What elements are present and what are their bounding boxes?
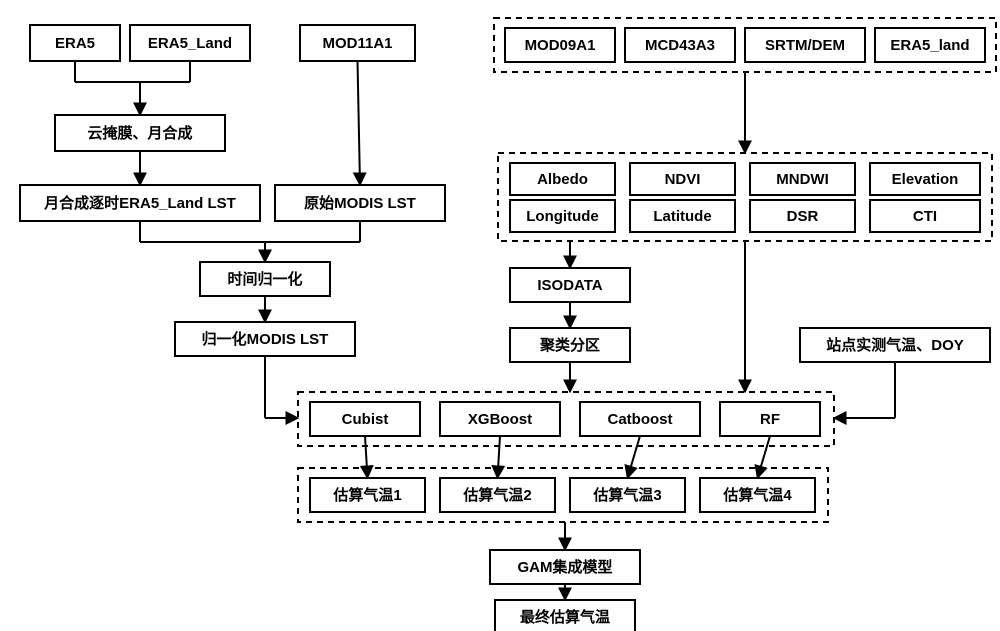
node-label-rf: RF <box>760 411 780 428</box>
node-cubist: Cubist <box>310 402 420 436</box>
node-cti: CTI <box>870 200 980 232</box>
edge-21 <box>498 436 501 478</box>
node-label-era5land: ERA5_Land <box>148 35 232 52</box>
node-label-dsr: DSR <box>787 208 819 225</box>
node-cluster: 聚类分区 <box>510 328 630 362</box>
node-label-mcd43a3: MCD43A3 <box>645 37 715 54</box>
node-elev: Elevation <box>870 163 980 195</box>
edge-5 <box>358 61 361 185</box>
node-xgboost: XGBoost <box>440 402 560 436</box>
node-dsr: DSR <box>750 200 855 232</box>
node-label-final: 最终估算气温 <box>520 608 610 626</box>
node-label-isodata: ISODATA <box>537 277 602 294</box>
node-label-est1: 估算气温1 <box>332 486 401 504</box>
node-albedo: Albedo <box>510 163 615 195</box>
node-label-lon: Longitude <box>526 208 598 225</box>
node-label-mod11a1: MOD11A1 <box>322 35 392 52</box>
node-label-lat: Latitude <box>653 208 711 225</box>
node-label-cti: CTI <box>913 208 937 225</box>
node-label-albedo: Albedo <box>537 171 588 188</box>
node-est2: 估算气温2 <box>440 478 555 512</box>
node-label-est3: 估算气温3 <box>592 486 661 504</box>
node-label-elev: Elevation <box>892 171 959 188</box>
nodes-layer: ERA5 ERA5_Land MOD11A1 云掩膜、月合成月合成逐时ERA5_Lan… <box>20 25 990 631</box>
node-est1: 估算气温1 <box>310 478 425 512</box>
node-mcd43a3: MCD43A3 <box>625 28 735 62</box>
node-srtm: SRTM/DEM <box>745 28 865 62</box>
node-era5: ERA5 <box>30 25 120 61</box>
node-est3: 估算气温3 <box>570 478 685 512</box>
node-timenorm: 时间归一化 <box>200 262 330 296</box>
node-label-timenorm: 时间归一化 <box>227 270 302 288</box>
node-era5land2: ERA5_land <box>875 28 985 62</box>
node-label-srtm: SRTM/DEM <box>765 37 845 54</box>
node-gam: GAM集成模型 <box>490 550 640 584</box>
node-label-era5land2: ERA5_land <box>890 37 969 54</box>
node-normmodis: 归一化MODIS LST <box>175 322 355 356</box>
node-label-cluster: 聚类分区 <box>539 336 600 354</box>
node-label-monthly: 月合成逐时ERA5_Land LST <box>43 194 236 212</box>
node-label-era5: ERA5 <box>55 35 95 52</box>
node-est4: 估算气温4 <box>700 478 815 512</box>
node-label-gam: GAM集成模型 <box>518 558 613 576</box>
node-cloud: 云掩膜、月合成 <box>55 115 225 151</box>
node-label-rawmodis: 原始MODIS LST <box>304 194 416 212</box>
node-station: 站点实测气温、DOY <box>800 328 990 362</box>
dashed-groups-layer <box>298 18 996 522</box>
node-final: 最终估算气温 <box>495 600 635 631</box>
node-catboost: Catboost <box>580 402 700 436</box>
node-label-mod09a1: MOD09A1 <box>525 37 596 54</box>
node-era5land: ERA5_Land <box>130 25 250 61</box>
edge-23 <box>758 436 771 478</box>
node-label-xgboost: XGBoost <box>468 411 532 428</box>
node-label-cubist: Cubist <box>342 411 389 428</box>
node-ndvi: NDVI <box>630 163 735 195</box>
node-monthly: 月合成逐时ERA5_Land LST <box>20 185 260 221</box>
node-label-est4: 估算气温4 <box>722 486 792 504</box>
node-mndwi: MNDWI <box>750 163 855 195</box>
node-label-station: 站点实测气温、DOY <box>826 336 964 354</box>
node-rawmodis: 原始MODIS LST <box>275 185 445 221</box>
node-label-mndwi: MNDWI <box>776 171 829 188</box>
node-isodata: ISODATA <box>510 268 630 302</box>
flowchart-canvas: ERA5 ERA5_Land MOD11A1 云掩膜、月合成月合成逐时ERA5_Lan… <box>0 0 1000 631</box>
node-label-cloud: 云掩膜、月合成 <box>87 124 192 142</box>
edge-22 <box>628 436 641 478</box>
node-label-est2: 估算气温2 <box>462 486 531 504</box>
node-lon: Longitude <box>510 200 615 232</box>
node-mod09a1: MOD09A1 <box>505 28 615 62</box>
node-mod11a1: MOD11A1 <box>300 25 415 61</box>
node-label-catboost: Catboost <box>608 411 673 428</box>
node-rf: RF <box>720 402 820 436</box>
node-lat: Latitude <box>630 200 735 232</box>
node-label-normmodis: 归一化MODIS LST <box>202 330 329 348</box>
node-label-ndvi: NDVI <box>665 171 701 188</box>
edge-20 <box>365 436 368 478</box>
